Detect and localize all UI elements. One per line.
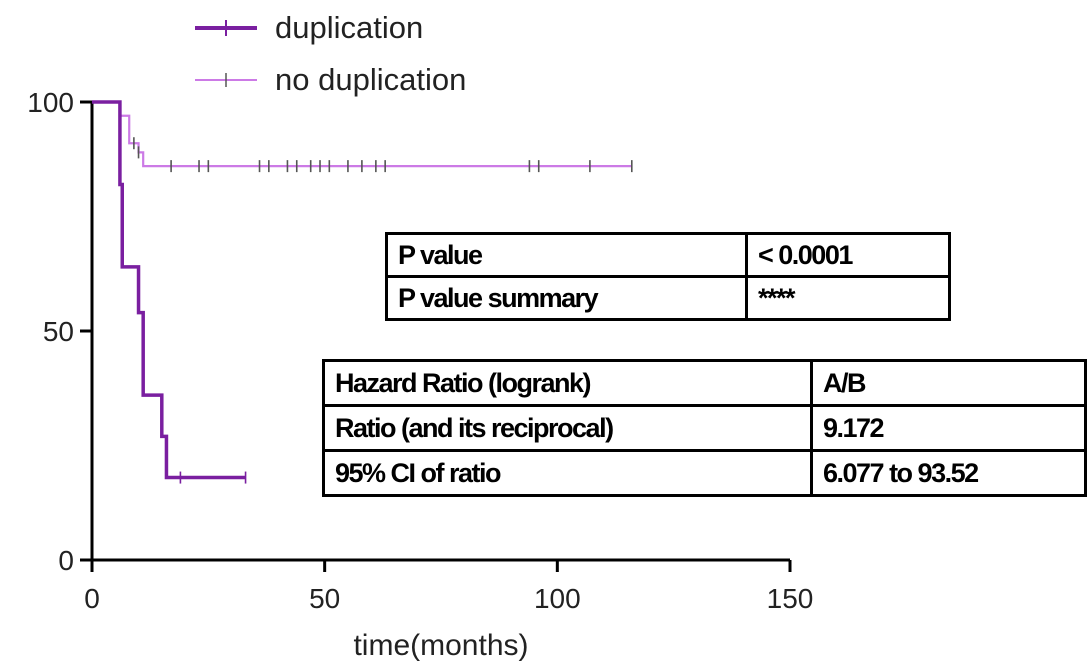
p-value-table: P value < 0.0001 P value summary **** (385, 232, 951, 321)
ci-value: 6.077 to 93.52 (810, 449, 1087, 497)
legend: duplication no duplication (195, 2, 466, 106)
legend-label-no-duplication: no duplication (275, 62, 467, 97)
axes: 0 50 100 150 0 50 100 (27, 87, 813, 614)
p-value-label: P value (385, 232, 748, 278)
ci-label: 95% CI of ratio (322, 449, 813, 497)
x-tick-label: 150 (767, 583, 814, 614)
legend-swatch-duplication (195, 20, 257, 36)
ratio-value: 9.172 (810, 404, 1087, 452)
table-row: Ratio (and its reciprocal) 9.172 (322, 404, 1087, 452)
x-tick-label: 50 (309, 583, 340, 614)
survival-curves (92, 100, 633, 484)
legend-item-duplication: duplication (195, 2, 466, 54)
p-value-summary-value: **** (745, 275, 951, 321)
p-value-value: < 0.0001 (745, 232, 951, 278)
x-tick-label: 0 (84, 583, 100, 614)
legend-swatch-no-duplication (195, 73, 257, 87)
x-axis-label: time(months) (353, 629, 528, 662)
hazard-ratio-value: A/B (810, 359, 1087, 407)
y-tick-label: 0 (58, 545, 74, 576)
survival-curve-duplication (92, 100, 246, 480)
legend-label-duplication: duplication (275, 10, 424, 45)
table-row: Hazard Ratio (logrank) A/B (322, 359, 1087, 407)
table-row: 95% CI of ratio 6.077 to 93.52 (322, 449, 1087, 497)
hazard-ratio-table: Hazard Ratio (logrank) A/B Ratio (and it… (322, 359, 1087, 497)
y-tick-label: 100 (27, 87, 74, 118)
x-tick-label: 100 (534, 583, 581, 614)
y-tick-label: 50 (43, 316, 74, 347)
p-value-summary-label: P value summary (385, 275, 748, 321)
hazard-ratio-label: Hazard Ratio (logrank) (322, 359, 813, 407)
legend-item-no-duplication: no duplication (195, 54, 466, 106)
ratio-label: Ratio (and its reciprocal) (322, 404, 813, 452)
table-row: P value summary **** (385, 275, 951, 321)
survival-curve-no-duplication (92, 100, 632, 168)
table-row: P value < 0.0001 (385, 232, 951, 278)
